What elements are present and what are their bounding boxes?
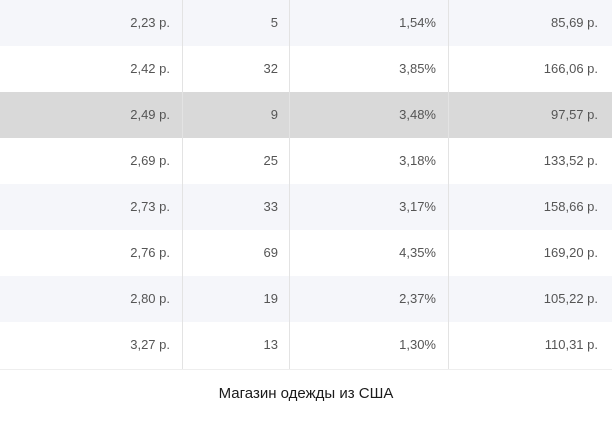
total-cell: 169,20 р.: [543, 245, 598, 260]
count-cell: 32: [263, 61, 278, 76]
table-row[interactable]: 2,23 р. 5 1,54% 85,69 р.: [0, 0, 612, 46]
percent-cell: 2,37%: [399, 291, 436, 306]
count-cell: 33: [263, 199, 278, 214]
count-cell: 25: [263, 153, 278, 168]
total-cell: 85,69 р.: [551, 15, 598, 30]
price-cell: 2,69 р.: [130, 153, 170, 168]
column-divider: [289, 0, 290, 370]
price-cell: 2,80 р.: [130, 291, 170, 306]
percent-cell: 1,30%: [399, 337, 436, 352]
count-cell: 13: [263, 337, 278, 352]
column-divider: [448, 0, 449, 370]
table-bottom-border: [0, 369, 612, 370]
count-cell: 9: [270, 107, 278, 122]
percent-cell: 3,48%: [399, 107, 436, 122]
table-row[interactable]: 2,80 р. 19 2,37% 105,22 р.: [0, 276, 612, 322]
percent-cell: 3,85%: [399, 61, 436, 76]
data-table: 2,23 р. 5 1,54% 85,69 р. 2,42 р. 32 3,85…: [0, 0, 612, 368]
price-cell: 3,27 р.: [130, 337, 170, 352]
price-cell: 2,42 р.: [130, 61, 170, 76]
count-cell: 19: [263, 291, 278, 306]
percent-cell: 3,17%: [399, 199, 436, 214]
price-cell: 2,49 р.: [130, 107, 170, 122]
total-cell: 158,66 р.: [543, 199, 598, 214]
table-row[interactable]: 2,69 р. 25 3,18% 133,52 р.: [0, 138, 612, 184]
table-row-highlighted[interactable]: 2,49 р. 9 3,48% 97,57 р.: [0, 92, 612, 138]
table-row[interactable]: 3,27 р. 13 1,30% 110,31 р.: [0, 322, 612, 368]
total-cell: 105,22 р.: [543, 291, 598, 306]
price-cell: 2,73 р.: [130, 199, 170, 214]
price-cell: 2,23 р.: [130, 15, 170, 30]
price-cell: 2,76 р.: [130, 245, 170, 260]
total-cell: 133,52 р.: [543, 153, 598, 168]
column-divider: [182, 0, 183, 370]
table-row[interactable]: 2,42 р. 32 3,85% 166,06 р.: [0, 46, 612, 92]
total-cell: 97,57 р.: [551, 107, 598, 122]
total-cell: 166,06 р.: [543, 61, 598, 76]
total-cell: 110,31 р.: [544, 337, 598, 352]
table-row[interactable]: 2,73 р. 33 3,17% 158,66 р.: [0, 184, 612, 230]
percent-cell: 4,35%: [399, 245, 436, 260]
table-row[interactable]: 2,76 р. 69 4,35% 169,20 р.: [0, 230, 612, 276]
table-caption: Магазин одежды из США: [218, 385, 394, 402]
count-cell: 69: [263, 245, 278, 260]
percent-cell: 3,18%: [399, 153, 436, 168]
count-cell: 5: [270, 15, 278, 30]
percent-cell: 1,54%: [399, 15, 436, 30]
